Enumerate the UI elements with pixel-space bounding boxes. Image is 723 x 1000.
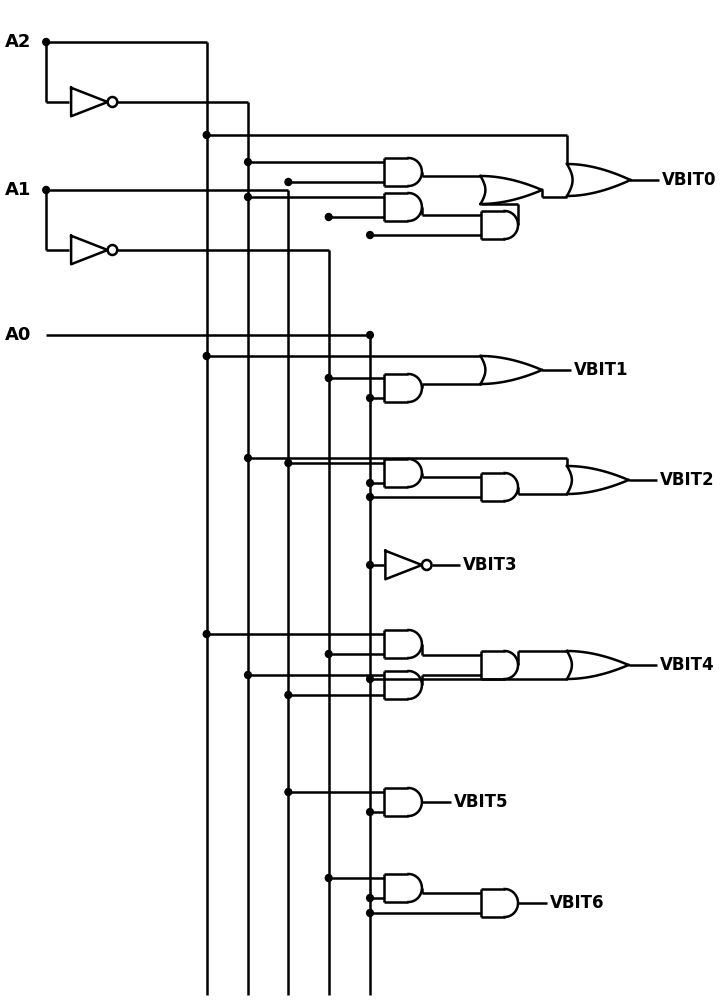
Circle shape	[367, 562, 373, 568]
Text: VBIT2: VBIT2	[660, 471, 715, 489]
Circle shape	[203, 631, 210, 638]
Circle shape	[325, 874, 332, 882]
Circle shape	[325, 214, 332, 221]
Circle shape	[43, 186, 49, 194]
Circle shape	[244, 454, 252, 462]
Circle shape	[244, 194, 252, 200]
Circle shape	[285, 178, 291, 186]
Circle shape	[325, 374, 332, 381]
Text: VBIT1: VBIT1	[574, 361, 628, 379]
Circle shape	[43, 38, 49, 45]
Text: A1: A1	[5, 181, 31, 199]
Circle shape	[367, 394, 373, 401]
Circle shape	[367, 332, 373, 338]
Text: A2: A2	[5, 33, 31, 51]
Text: VBIT5: VBIT5	[453, 793, 508, 811]
Circle shape	[367, 493, 373, 500]
Text: VBIT4: VBIT4	[660, 656, 715, 674]
Circle shape	[367, 894, 373, 902]
Circle shape	[367, 676, 373, 682]
Circle shape	[203, 353, 210, 360]
Circle shape	[285, 788, 291, 796]
Circle shape	[367, 232, 373, 238]
Circle shape	[367, 910, 373, 916]
Circle shape	[367, 480, 373, 487]
Circle shape	[325, 650, 332, 658]
Circle shape	[367, 808, 373, 816]
Circle shape	[285, 692, 291, 698]
Text: VBIT0: VBIT0	[662, 171, 716, 189]
Circle shape	[244, 672, 252, 678]
Text: A0: A0	[5, 326, 31, 344]
Circle shape	[285, 460, 291, 466]
Circle shape	[203, 131, 210, 138]
Circle shape	[244, 158, 252, 165]
Text: VBIT6: VBIT6	[549, 894, 604, 912]
Text: VBIT3: VBIT3	[463, 556, 518, 574]
